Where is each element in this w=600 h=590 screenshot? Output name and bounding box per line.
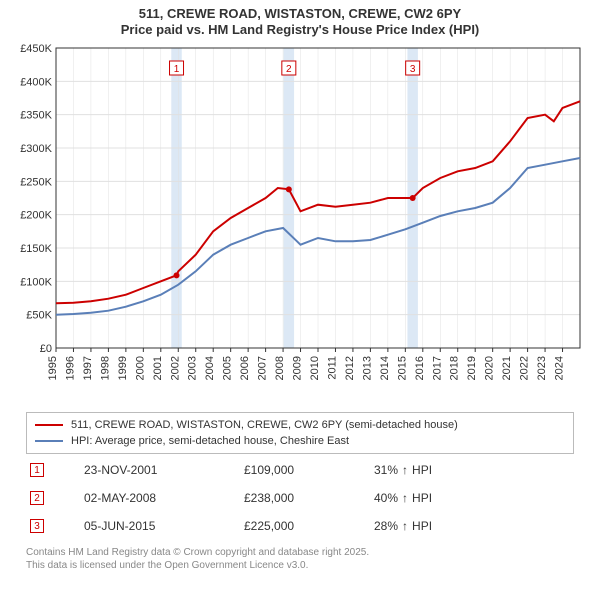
- sale-row-3: 3 05-JUN-2015 £225,000 28% ↑ HPI: [26, 512, 574, 540]
- svg-text:2012: 2012: [344, 356, 356, 380]
- svg-text:1996: 1996: [64, 356, 76, 380]
- svg-text:2022: 2022: [519, 356, 531, 380]
- arrow-up-icon: ↑: [402, 463, 408, 477]
- svg-text:2015: 2015: [396, 356, 408, 380]
- svg-text:2008: 2008: [274, 356, 286, 380]
- svg-text:2014: 2014: [379, 356, 391, 380]
- svg-text:£250K: £250K: [20, 176, 52, 188]
- title-sub: Price paid vs. HM Land Registry's House …: [0, 22, 600, 37]
- svg-text:2013: 2013: [361, 356, 373, 380]
- title-main: 511, CREWE ROAD, WISTASTON, CREWE, CW2 6…: [0, 6, 600, 21]
- sale-row-1: 1 23-NOV-2001 £109,000 31% ↑ HPI: [26, 456, 574, 484]
- title-block: 511, CREWE ROAD, WISTASTON, CREWE, CW2 6…: [0, 0, 600, 37]
- svg-text:2017: 2017: [431, 356, 443, 380]
- sale-delta-suffix-1: HPI: [412, 463, 432, 477]
- legend-item-hpi: HPI: Average price, semi-detached house,…: [35, 433, 565, 449]
- sale-marker-3: 3: [30, 519, 44, 533]
- sale-price-2: £238,000: [244, 491, 374, 505]
- sale-marker-2: 2: [30, 491, 44, 505]
- sale-date-2: 02-MAY-2008: [84, 491, 244, 505]
- root: 511, CREWE ROAD, WISTASTON, CREWE, CW2 6…: [0, 0, 600, 590]
- svg-text:2018: 2018: [449, 356, 461, 380]
- svg-text:3: 3: [410, 64, 416, 75]
- svg-text:2005: 2005: [222, 356, 234, 380]
- svg-text:2000: 2000: [134, 356, 146, 380]
- svg-text:2023: 2023: [536, 356, 548, 380]
- svg-text:1997: 1997: [82, 356, 94, 380]
- legend-item-subject: 511, CREWE ROAD, WISTASTON, CREWE, CW2 6…: [35, 417, 565, 433]
- chart: £0 £50K £100K £150K £200K £250K £300K £350K £400…: [10, 42, 590, 402]
- footer-line-2: This data is licensed under the Open Gov…: [26, 559, 574, 572]
- sale-delta-3: 28% ↑ HPI: [374, 519, 432, 533]
- sale-delta-pct-1: 31%: [374, 463, 398, 477]
- sale-delta-suffix-2: HPI: [412, 491, 432, 505]
- svg-text:1: 1: [174, 64, 180, 75]
- svg-text:2002: 2002: [169, 356, 181, 380]
- sale-price-1: £109,000: [244, 463, 374, 477]
- svg-text:2021: 2021: [501, 356, 513, 380]
- svg-text:2004: 2004: [204, 356, 216, 380]
- legend-swatch-hpi: [35, 440, 63, 442]
- sale-row-2: 2 02-MAY-2008 £238,000 40% ↑ HPI: [26, 484, 574, 512]
- svg-text:1999: 1999: [117, 356, 129, 380]
- svg-text:2011: 2011: [326, 356, 338, 380]
- svg-text:£150K: £150K: [20, 243, 52, 255]
- legend-label-hpi: HPI: Average price, semi-detached house,…: [71, 435, 349, 447]
- sale-date-1: 23-NOV-2001: [84, 463, 244, 477]
- svg-text:2006: 2006: [239, 356, 251, 380]
- sale-marker-1: 1: [30, 463, 44, 477]
- sale-delta-2: 40% ↑ HPI: [374, 491, 432, 505]
- sale-delta-pct-2: 40%: [374, 491, 398, 505]
- footer-line-1: Contains HM Land Registry data © Crown c…: [26, 546, 574, 559]
- svg-text:2020: 2020: [484, 356, 496, 380]
- svg-text:2009: 2009: [292, 356, 304, 380]
- svg-text:2007: 2007: [257, 356, 269, 380]
- svg-text:£50K: £50K: [26, 310, 52, 322]
- arrow-up-icon: ↑: [402, 519, 408, 533]
- sale-price-3: £225,000: [244, 519, 374, 533]
- svg-text:2: 2: [286, 64, 292, 75]
- svg-text:£0: £0: [40, 343, 52, 355]
- sale-delta-1: 31% ↑ HPI: [374, 463, 432, 477]
- svg-text:£350K: £350K: [20, 110, 52, 122]
- svg-text:1995: 1995: [47, 356, 59, 380]
- svg-text:2019: 2019: [466, 356, 478, 380]
- legend: 511, CREWE ROAD, WISTASTON, CREWE, CW2 6…: [26, 412, 574, 454]
- sale-delta-suffix-3: HPI: [412, 519, 432, 533]
- sale-delta-pct-3: 28%: [374, 519, 398, 533]
- arrow-up-icon: ↑: [402, 491, 408, 505]
- legend-swatch-subject: [35, 424, 63, 426]
- svg-text:£400K: £400K: [20, 76, 52, 88]
- svg-text:2024: 2024: [554, 356, 566, 380]
- legend-label-subject: 511, CREWE ROAD, WISTASTON, CREWE, CW2 6…: [71, 419, 458, 431]
- svg-text:2016: 2016: [414, 356, 426, 380]
- footer: Contains HM Land Registry data © Crown c…: [26, 546, 574, 572]
- svg-text:£100K: £100K: [20, 276, 52, 288]
- chart-svg: £0 £50K £100K £150K £200K £250K £300K £350K £400…: [10, 42, 590, 402]
- svg-text:2010: 2010: [309, 356, 321, 380]
- svg-text:2003: 2003: [187, 356, 199, 380]
- svg-text:£300K: £300K: [20, 143, 52, 155]
- sales-table: 1 23-NOV-2001 £109,000 31% ↑ HPI 2 02-MA…: [26, 456, 574, 540]
- sale-date-3: 05-JUN-2015: [84, 519, 244, 533]
- svg-text:1998: 1998: [99, 356, 111, 380]
- svg-text:£200K: £200K: [20, 210, 52, 222]
- svg-text:£450K: £450K: [20, 43, 52, 55]
- svg-text:2001: 2001: [152, 356, 164, 380]
